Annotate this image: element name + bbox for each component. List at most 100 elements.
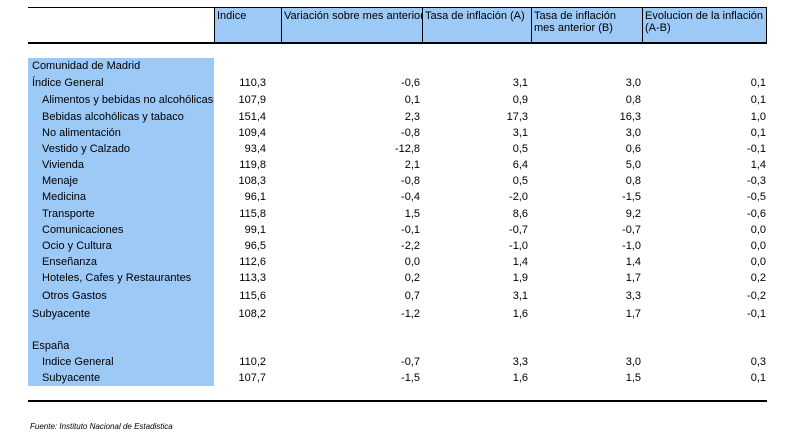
row-value: 0,2 [750, 272, 766, 284]
header-divider [281, 8, 282, 42]
row-value: 2,3 [404, 111, 420, 123]
row-value: 112,6 [239, 256, 266, 268]
row-value: 3,1 [512, 290, 528, 302]
table-row: Subyacente 107,7 -1,5 1,6 1,5 0,1 [0, 370, 804, 386]
row-value: 0,8 [625, 94, 641, 106]
row-value: 107,9 [238, 94, 266, 106]
row-value: -1,5 [622, 191, 641, 203]
row-value: 96,1 [244, 191, 266, 203]
row-value: 0,0 [750, 240, 766, 252]
row-value: 115,8 [239, 208, 266, 220]
row-value: -12,8 [394, 143, 420, 155]
row-value: 3,3 [625, 290, 641, 302]
header-tasa-b: Tasa de inflación mes anterior (B) [531, 8, 642, 42]
table-row: Transporte 115,8 1,5 8,6 9,2 -0,6 [0, 206, 804, 222]
row-value: 5,0 [625, 159, 641, 171]
row-value: -1,0 [509, 240, 528, 252]
header-rule-top [28, 7, 767, 8]
row-value: 99,1 [244, 224, 266, 236]
row-label: Transporte [42, 208, 95, 220]
row-value: 0,2 [404, 272, 420, 284]
row-value: 0,9 [512, 94, 528, 106]
row-value: -0,1 [747, 308, 766, 320]
row-value: 93,4 [244, 143, 266, 155]
row-value: -0,7 [401, 356, 420, 368]
row-value: 96,5 [244, 240, 266, 252]
row-value: -2,2 [401, 240, 420, 252]
row-label: Menaje [42, 175, 79, 187]
row-value: -1,0 [622, 240, 641, 252]
table-row: Alimentos y bebidas no alcohólicas 107,9 0… [0, 92, 804, 108]
row-value: -0,5 [747, 191, 766, 203]
row-value: 3,3 [512, 356, 528, 368]
row-label: Bebidas alcohólicas y tabaco [42, 111, 184, 123]
section-title: España [32, 340, 70, 352]
label-column-background [28, 58, 214, 386]
table-row: Comunicaciones 99,1 -0,1 -0,7 -0,7 0,0 [0, 222, 804, 238]
row-value: 1,9 [512, 272, 528, 284]
row-value: 0,1 [750, 94, 766, 106]
row-label: No alimentación [42, 127, 121, 139]
header-tasa-a: Tasa de inflación (A) [422, 8, 531, 42]
row-value: 3,0 [625, 356, 641, 368]
row-value: 16,3 [619, 111, 641, 123]
row-value: -0,2 [747, 290, 766, 302]
section-title: Comunidad de Madrid [32, 60, 141, 72]
header-divider [422, 8, 423, 42]
table-row: Medicina 96,1 -0,4 -2,0 -1,5 -0,5 [0, 189, 804, 205]
row-value: 6,4 [512, 159, 528, 171]
row-value: -0,8 [401, 127, 420, 139]
row-label: Otros Gastos [42, 290, 107, 302]
row-label: Enseñanza [42, 256, 98, 268]
row-value: -2,0 [509, 191, 528, 203]
table-row: Indice General 110,2 -0,7 3,3 3,0 0,3 [0, 354, 804, 370]
row-value: 0,8 [625, 175, 641, 187]
header-divider [214, 8, 215, 42]
row-value: 3,0 [625, 77, 641, 89]
row-value: -0,1 [401, 224, 420, 236]
row-value: 0,0 [750, 256, 766, 268]
row-label: Subyacente [42, 372, 101, 384]
table-row: Vestido y Calzado 93,4 -12,8 0,5 0,6 -0,1 [0, 141, 804, 157]
row-value: 1,7 [625, 308, 641, 320]
row-value: 1,4 [750, 159, 766, 171]
row-value: -0,6 [401, 77, 420, 89]
header-rule-bottom [28, 42, 767, 44]
row-value: 2,1 [404, 159, 420, 171]
row-value: 119,8 [239, 159, 266, 171]
header-indice: Indice [214, 8, 281, 42]
row-value: 1,6 [512, 308, 528, 320]
table-row: Bebidas alcohólicas y tabaco 151,4 2,3 17,3… [0, 109, 804, 125]
row-value: -0,8 [401, 175, 420, 187]
row-value: 0,3 [750, 356, 766, 368]
row-value: 0,0 [750, 224, 766, 236]
row-label: Vivienda [42, 159, 84, 171]
row-label: Alimentos y bebidas no alcohólicas [42, 94, 214, 106]
row-value: 0,1 [750, 77, 766, 89]
row-value: 3,0 [625, 127, 641, 139]
bottom-rule [28, 400, 767, 402]
row-value: -0,6 [747, 208, 766, 220]
row-value: -0,7 [509, 224, 528, 236]
row-value: 1,5 [625, 372, 641, 384]
header-evolucion: Evolucion de la inflación (A-B) [642, 8, 767, 42]
table-row: Índice General 110,3 -0,6 3,1 3,0 0,1 [0, 75, 804, 91]
row-value: 113,3 [239, 272, 266, 284]
row-label: Vestido y Calzado [42, 143, 131, 155]
row-value: 8,6 [512, 208, 528, 220]
section-title-espana: España [0, 338, 804, 354]
row-value: -1,2 [401, 308, 420, 320]
row-value: -0,1 [747, 143, 766, 155]
row-value: 1,4 [512, 256, 528, 268]
header-variacion: Variación sobre mes anterior [281, 8, 422, 42]
table-row: Otros Gastos 115,6 0,7 3,1 3,3 -0,2 [0, 288, 804, 304]
header-divider [531, 8, 532, 42]
row-label: Hoteles, Cafes y Restaurantes [42, 272, 192, 284]
table-row: Ocio y Cultura 96,5 -2,2 -1,0 -1,0 0,0 [0, 238, 804, 254]
row-label: Medicina [42, 191, 87, 203]
row-value: 0,5 [512, 143, 528, 155]
row-label: Ocio y Cultura [42, 240, 112, 252]
row-value: -0,7 [622, 224, 641, 236]
row-value: 1,4 [625, 256, 641, 268]
table-row: Enseñanza 112,6 0,0 1,4 1,4 0,0 [0, 254, 804, 270]
